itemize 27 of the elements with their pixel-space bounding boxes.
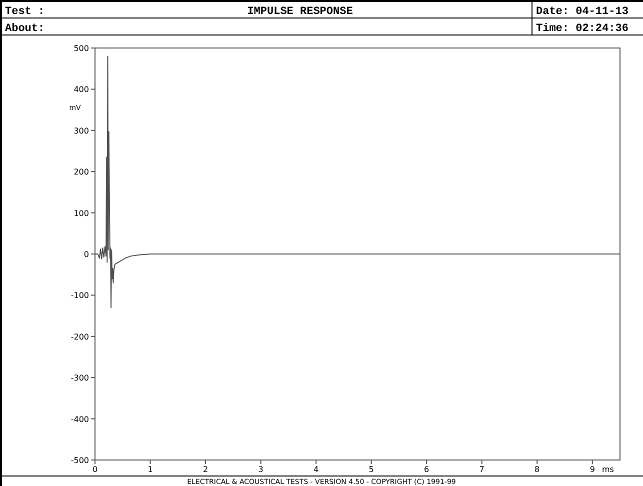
y-tick-label: 200 [74,168,89,177]
text: Time: 02:24:36 [536,23,628,35]
x-tick-label: 3 [258,465,264,474]
x-axis-title: ms [602,465,614,474]
y-tick-label: -500 [70,456,89,465]
y-tick-label: -100 [70,291,89,300]
text: About: [5,23,45,35]
y-tick-label: -200 [70,332,89,342]
x-tick-label: 7 [479,465,484,474]
x-tick-label: 4 [314,465,319,474]
x-tick-label: 6 [424,465,430,474]
y-tick-label: -400 [70,414,89,424]
y-tick-label: 500 [74,44,89,53]
x-tick-label: 2 [202,465,208,474]
y-tick-label: 400 [74,85,89,94]
y-tick-label: -300 [70,374,89,383]
x-tick-label: 5 [368,465,374,474]
y-tick-label: 0 [84,250,89,259]
chart-title: IMPULSE RESPONSE [247,6,354,18]
x-tick-label: 0 [92,465,98,474]
text: Test : [5,6,45,18]
x-tick-label: 8 [534,465,540,474]
text: Date: 04-11-13 [536,6,629,18]
x-tick-label: 1 [148,465,153,474]
y-tick-label: 300 [74,126,89,136]
y-tick-label: 100 [74,208,89,218]
x-tick-label: 9 [590,465,595,474]
